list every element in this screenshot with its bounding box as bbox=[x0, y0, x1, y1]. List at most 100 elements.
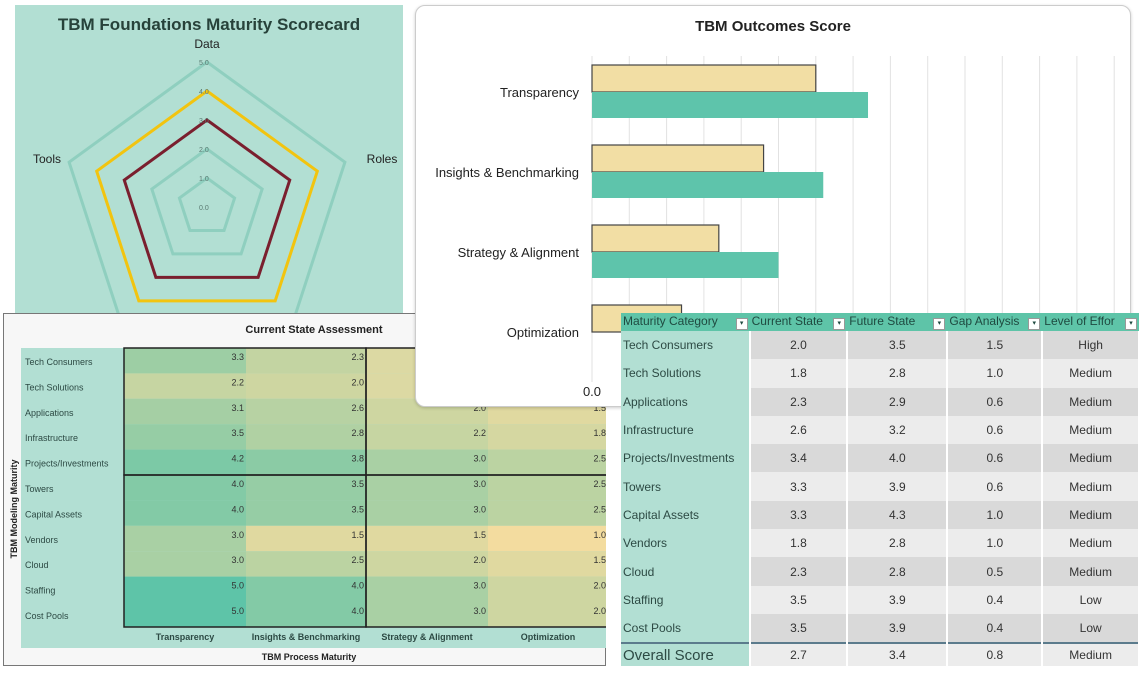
filter-dropdown-icon[interactable]: ▾ bbox=[1125, 318, 1137, 330]
heatmap-cell-value: 3.0 bbox=[231, 555, 244, 565]
table-cell: 1.8 bbox=[749, 359, 849, 388]
bar-category-label: Optimization bbox=[507, 325, 579, 340]
heatmap-cell bbox=[246, 500, 366, 526]
table-cell: 2.0 bbox=[749, 331, 849, 360]
heatmap-row-label: Cloud bbox=[25, 560, 49, 570]
heatmap-cell bbox=[246, 449, 366, 475]
maturity-table: Maturity Category ▾ Current State ▾ Future S… bbox=[621, 313, 1140, 667]
heatmap-row-label: Towers bbox=[25, 484, 54, 494]
table-cell: Staffing bbox=[621, 585, 751, 614]
bar-0 bbox=[591, 224, 720, 253]
filter-dropdown-icon[interactable]: ▾ bbox=[1028, 318, 1041, 330]
heatmap-cell-value: 2.5 bbox=[593, 479, 606, 489]
heatmap-cell-value: 2.0 bbox=[593, 606, 606, 616]
table-cell: 3.3 bbox=[749, 500, 849, 530]
filter-dropdown-icon[interactable]: ▾ bbox=[735, 318, 748, 330]
heatmap-cell bbox=[124, 373, 246, 399]
table-row: Projects/Investments 3.4 4.0 0.6 Medium bbox=[621, 444, 1140, 473]
table-cell: Medium bbox=[1042, 529, 1140, 558]
heatmap-x-axis-title: TBM Process Maturity bbox=[261, 652, 357, 662]
table-cell: 2.9 bbox=[847, 387, 949, 416]
heatmap-cell bbox=[246, 348, 366, 374]
heatmap-cell bbox=[366, 500, 488, 526]
table-cell: Infrastructure bbox=[621, 415, 751, 445]
table-cell: 2.8 bbox=[847, 359, 949, 388]
radar-tick-label: 4.0 bbox=[199, 89, 209, 96]
bar-chart-title: TBM Outcomes Score bbox=[695, 18, 851, 35]
heatmap-cell bbox=[366, 424, 488, 450]
heatmap-cell-value: 1.8 bbox=[593, 428, 606, 438]
heatmap-cell bbox=[124, 398, 246, 425]
heatmap-cell bbox=[366, 449, 488, 475]
radar-gridline bbox=[177, 176, 237, 232]
table-cell: 0.8 bbox=[947, 642, 1044, 667]
heatmap-cell-value: 2.5 bbox=[593, 504, 606, 514]
table-cell: 0.4 bbox=[947, 585, 1044, 614]
heatmap-cell-value: 2.0 bbox=[473, 555, 486, 565]
table-cell: 0.6 bbox=[947, 415, 1044, 445]
filter-dropdown-icon[interactable]: ▾ bbox=[833, 318, 846, 330]
table-cell: 1.0 bbox=[947, 529, 1044, 558]
heatmap-cell bbox=[488, 551, 606, 577]
heatmap-cell-value: 2.0 bbox=[593, 581, 606, 591]
heatmap-cell bbox=[246, 602, 366, 628]
heatmap-cell bbox=[246, 475, 366, 501]
bar-category-label: Strategy & Alignment bbox=[458, 245, 580, 260]
table-cell: Towers bbox=[621, 472, 751, 501]
heatmap-cell-value: 1.5 bbox=[593, 555, 606, 565]
heatmap-row-label: Infrastructure bbox=[25, 433, 78, 443]
heatmap-cell bbox=[246, 525, 366, 552]
table-cell: Medium bbox=[1042, 444, 1140, 473]
table-cell: 3.9 bbox=[847, 613, 949, 644]
heatmap-row-label: Vendors bbox=[25, 535, 59, 545]
table-cell: Medium bbox=[1042, 557, 1140, 586]
table-cell: Low bbox=[1042, 585, 1140, 614]
heatmap-cell bbox=[366, 525, 488, 552]
radar-axis-label: Tools bbox=[33, 152, 61, 166]
heatmap-cell bbox=[124, 525, 246, 552]
table-cell: 3.4 bbox=[847, 642, 949, 667]
table-cell: 2.7 bbox=[749, 642, 849, 667]
column-header-label: Future State bbox=[849, 314, 916, 328]
table-cell: Medium bbox=[1042, 642, 1140, 667]
filter-dropdown-icon[interactable]: ▾ bbox=[933, 318, 946, 330]
column-header[interactable]: Current State ▾ bbox=[749, 313, 848, 331]
heatmap-cell-value: 3.5 bbox=[351, 479, 364, 489]
radar-tick-label: 3.0 bbox=[199, 118, 209, 125]
heatmap-cell-value: 1.5 bbox=[593, 403, 606, 413]
heatmap-cell bbox=[488, 475, 606, 501]
heatmap-cell-value: 3.5 bbox=[351, 504, 364, 514]
table-cell: 3.5 bbox=[749, 585, 849, 614]
table-cell: Medium bbox=[1042, 359, 1140, 388]
table-row: Applications 2.3 2.9 0.6 Medium bbox=[621, 387, 1140, 416]
heatmap-cell-value: 3.0 bbox=[473, 479, 486, 489]
heatmap-cell-value: 2.5 bbox=[351, 555, 364, 565]
column-header[interactable]: Gap Analysis ▾ bbox=[947, 313, 1043, 331]
table-cell: Capital Assets bbox=[621, 500, 751, 530]
heatmap-cell bbox=[124, 576, 246, 602]
table-row: Capital Assets 3.3 4.3 1.0 Medium bbox=[621, 500, 1140, 530]
table-cell: 3.3 bbox=[749, 472, 849, 501]
heatmap-row-label: Staffing bbox=[25, 586, 55, 596]
column-header[interactable]: Level of Effor ▾ bbox=[1042, 313, 1139, 331]
column-header[interactable]: Maturity Category ▾ bbox=[621, 313, 750, 331]
radar-tick-label: 0.0 bbox=[199, 205, 209, 212]
heatmap-cell-value: 2.2 bbox=[473, 428, 486, 438]
heatmap-cell-value: 2.5 bbox=[593, 454, 606, 464]
heatmap-cell bbox=[124, 449, 246, 475]
table-cell: 3.5 bbox=[749, 613, 849, 644]
bar-1 bbox=[592, 252, 779, 278]
heatmap-cell bbox=[488, 576, 606, 602]
heatmap-cell-value: 3.3 bbox=[231, 352, 244, 362]
bar-category-label: Transparency bbox=[500, 85, 579, 100]
heatmap-column-label: Optimization bbox=[521, 632, 576, 642]
radar-tick-label: 1.0 bbox=[199, 176, 209, 183]
table-row: Cost Pools 3.5 3.9 0.4 Low bbox=[621, 613, 1140, 644]
heatmap-cell-value: 4.0 bbox=[351, 581, 364, 591]
heatmap-cell-value: 4.0 bbox=[231, 504, 244, 514]
table-cell: Medium bbox=[1042, 415, 1140, 445]
column-header[interactable]: Future State ▾ bbox=[847, 313, 948, 331]
table-cell: 3.2 bbox=[847, 415, 949, 445]
radar-tick-label: 2.0 bbox=[199, 147, 209, 154]
table-cell: Medium bbox=[1042, 387, 1140, 416]
